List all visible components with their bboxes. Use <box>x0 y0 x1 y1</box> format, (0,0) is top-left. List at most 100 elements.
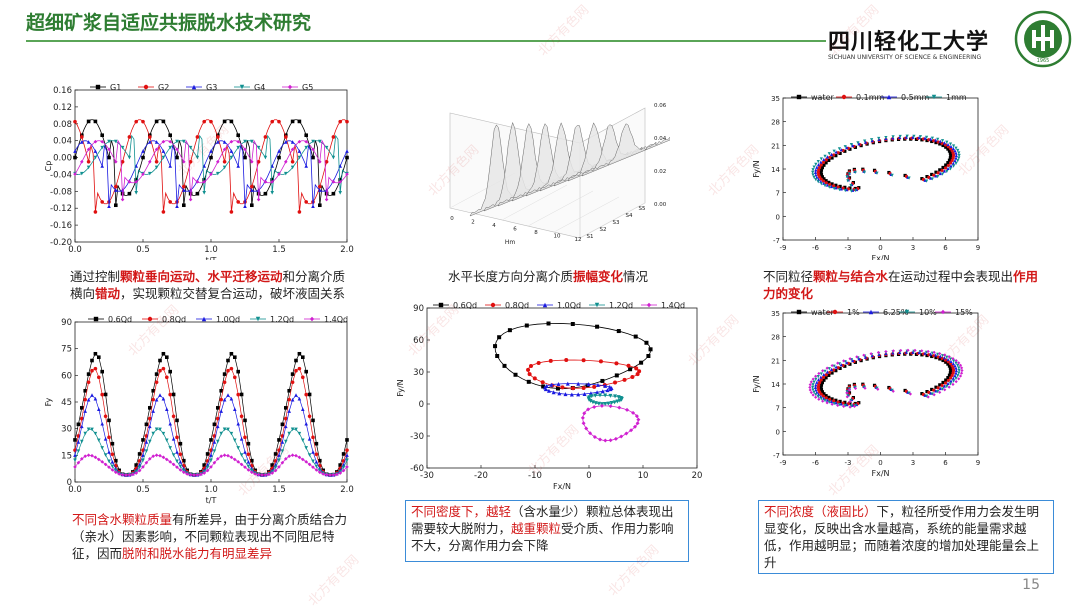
data-point <box>161 149 166 153</box>
x-axis-label: Fx/N <box>553 482 571 491</box>
data-point <box>954 156 958 160</box>
data-point <box>345 119 349 124</box>
y-tick-label: 7 <box>776 190 780 198</box>
data-point <box>928 137 933 141</box>
data-point <box>600 389 605 394</box>
data-point <box>930 387 934 392</box>
data-point <box>209 438 213 442</box>
data-point <box>829 152 834 156</box>
data-point <box>117 472 121 476</box>
data-point <box>304 164 308 168</box>
data-point <box>936 386 940 390</box>
data-point <box>250 470 254 475</box>
data-point <box>843 145 847 149</box>
data-point <box>824 373 828 377</box>
legend-label: 1.2Qd <box>270 315 294 324</box>
data-point <box>822 163 826 167</box>
data-point <box>819 177 823 181</box>
data-point <box>97 375 101 380</box>
data-point <box>954 371 958 375</box>
data-point <box>598 437 603 442</box>
data-point <box>563 392 568 397</box>
data-point <box>182 188 186 192</box>
data-point <box>606 401 611 406</box>
data-point <box>314 468 319 472</box>
data-point <box>134 471 138 475</box>
legend-label: 0.6Qd <box>108 315 132 324</box>
data-point <box>946 163 950 168</box>
data-point <box>941 165 945 170</box>
x-axis-label: t/T <box>206 256 217 260</box>
legend-label: 0.6Qd <box>453 301 477 310</box>
y-tick-label: 21 <box>771 357 780 365</box>
data-point <box>151 431 155 436</box>
data-point <box>828 397 832 402</box>
data-point <box>947 385 951 389</box>
data-point <box>307 462 312 467</box>
data-point <box>956 363 960 368</box>
data-point <box>646 354 651 358</box>
data-point <box>131 472 135 477</box>
data-point <box>277 458 281 463</box>
data-point <box>239 462 244 467</box>
data-point <box>608 438 613 443</box>
data-point <box>280 460 285 465</box>
data-point <box>239 414 244 419</box>
data-point <box>158 368 162 373</box>
data-point <box>913 348 917 352</box>
data-point <box>947 149 952 153</box>
data-point <box>957 151 961 155</box>
data-point <box>110 441 115 446</box>
data-point <box>263 155 268 160</box>
data-point <box>596 401 601 406</box>
data-point <box>188 159 193 164</box>
data-point <box>120 159 125 164</box>
data-point <box>843 403 847 408</box>
y-tick-label: 14 <box>771 381 780 389</box>
data-point <box>827 180 831 184</box>
data-point <box>809 390 813 395</box>
caption-box-concentration <box>758 500 1054 574</box>
data-point <box>943 381 948 385</box>
data-point <box>808 383 812 387</box>
data-point <box>202 191 206 195</box>
data-point <box>270 180 274 184</box>
data-point <box>154 453 159 458</box>
data-point <box>819 388 824 392</box>
data-point <box>165 457 169 462</box>
data-point <box>863 355 868 359</box>
data-point <box>134 119 138 124</box>
data-point <box>837 188 842 192</box>
legend-label: 0.1mm <box>856 93 885 102</box>
data-point <box>250 188 254 192</box>
legend-label: G3 <box>206 83 217 92</box>
data-point <box>816 160 820 164</box>
data-point <box>236 200 240 204</box>
data-point <box>951 376 955 380</box>
data-point <box>584 426 589 431</box>
y-axis-label: Fy <box>44 397 53 406</box>
data-point <box>297 155 302 160</box>
data-point <box>877 136 881 141</box>
data-point <box>841 186 845 190</box>
data-point <box>825 155 829 159</box>
data-point <box>314 464 319 469</box>
legend-marker <box>832 309 838 315</box>
data-point <box>820 166 824 170</box>
data-point <box>93 431 98 436</box>
data-point <box>839 363 843 367</box>
data-point <box>599 403 604 408</box>
data-point <box>120 197 125 202</box>
data-point <box>830 363 834 368</box>
data-point <box>857 357 861 361</box>
data-point <box>301 355 305 360</box>
data-point <box>301 375 305 380</box>
data-point <box>185 472 189 476</box>
data-point <box>628 367 633 372</box>
data-point <box>294 368 298 373</box>
data-point <box>811 168 815 172</box>
data-point <box>595 390 600 395</box>
data-point <box>593 401 598 406</box>
data-point <box>950 373 954 377</box>
data-point <box>93 149 98 153</box>
